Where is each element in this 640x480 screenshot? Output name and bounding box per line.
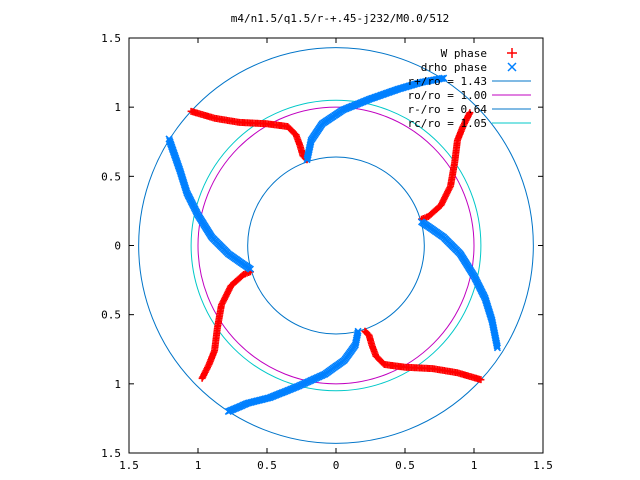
- y-tick-label: 1.5: [101, 447, 121, 460]
- circle-r0: [197, 106, 475, 385]
- y-tick-label: 1.5: [101, 32, 121, 45]
- legend-label: r+/ro = 1.43: [408, 75, 487, 88]
- x-tick-label: 1.5: [533, 459, 553, 472]
- x-tick-label: 0.5: [395, 459, 415, 472]
- chart-title: m4/n1.5/q1.5/r-+.45-j232/M0.0/512: [231, 12, 450, 25]
- data-points: [165, 74, 502, 416]
- drho-phase-point: [493, 344, 502, 352]
- drho-phase-point: [165, 135, 173, 143]
- circle-r-plus: [138, 47, 534, 444]
- axis-ticks: 1.5 1 0.5 0 0.5 1 1.51.510.500.511.5: [101, 32, 553, 472]
- y-tick-label: 0.5: [101, 170, 121, 183]
- y-tick-label: 1: [114, 101, 121, 114]
- drho-phase-point: [440, 74, 448, 82]
- reference-circles: [138, 47, 534, 444]
- drho-phase-point: [224, 407, 232, 416]
- w-phase-point: [477, 376, 485, 384]
- y-tick-label: 0: [114, 240, 121, 253]
- x-tick-label: 0.5: [257, 459, 277, 472]
- legend-label: ro/ro = 1.00: [408, 89, 487, 102]
- w-phase-point: [187, 107, 195, 115]
- legend-label: r-/ro = 0.64: [408, 103, 488, 116]
- x-tick-label: 1: [471, 459, 478, 472]
- legend-label: rc/ro = 1.05: [408, 117, 487, 130]
- x-tick-label: 1: [195, 459, 202, 472]
- drho-phase-point: [493, 342, 501, 350]
- legend-x-marker: [507, 62, 517, 72]
- legend-label: W phase: [441, 47, 487, 60]
- x-tick-label: 0: [333, 459, 340, 472]
- drho-phase-point: [438, 74, 446, 82]
- legend-label: drho phase: [421, 61, 487, 74]
- circle-r-minus: [247, 156, 425, 335]
- y-tick-label: 1: [114, 378, 121, 391]
- circle-rc: [190, 99, 482, 392]
- w-phase-point: [198, 374, 206, 382]
- y-tick-label: 0.5: [101, 309, 121, 322]
- x-tick-label: 1.5: [119, 459, 139, 472]
- legend-plus-marker: [507, 48, 517, 58]
- w-phase-point: [466, 109, 474, 117]
